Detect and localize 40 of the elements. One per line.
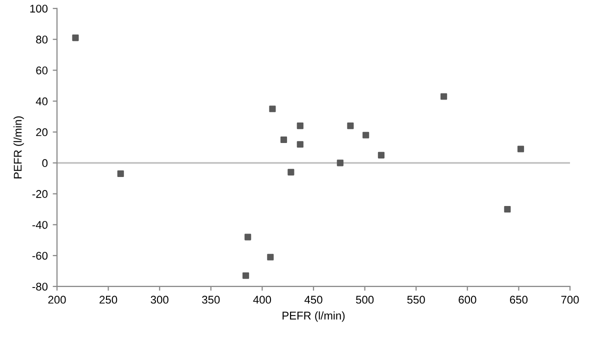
y-tick-label: 100 xyxy=(30,4,48,13)
y-tick-label: -60 xyxy=(32,252,48,260)
point xyxy=(347,122,354,130)
y-tick-label: -80 xyxy=(32,282,48,291)
point xyxy=(242,272,250,279)
x-tick-label: 700 xyxy=(561,296,579,304)
y-tick-label: -20 xyxy=(32,190,48,198)
x-tick-label: 500 xyxy=(356,296,374,304)
x-tick-label: 600 xyxy=(458,296,476,304)
point xyxy=(336,160,344,166)
point xyxy=(296,141,304,148)
y-tick-label: 0 xyxy=(42,159,48,168)
x-tick-label: 450 xyxy=(304,296,322,304)
point xyxy=(504,206,511,213)
point xyxy=(267,254,274,260)
point xyxy=(117,170,124,178)
point xyxy=(72,34,79,42)
point xyxy=(280,136,288,144)
y-axis-title: PEFR (l/min) xyxy=(14,116,24,178)
x-tick-label: 400 xyxy=(253,296,272,304)
x-axis-title: PEFR (l/min) xyxy=(282,311,345,322)
x-tick-label: 300 xyxy=(150,296,168,304)
point xyxy=(269,106,276,112)
x-tick-label: 650 xyxy=(510,296,528,304)
y-tick-label: 40 xyxy=(36,97,48,106)
point xyxy=(378,152,385,158)
x-tick-label: 250 xyxy=(100,296,118,304)
y-tick-label: 60 xyxy=(36,66,48,74)
x-tick-label: 550 xyxy=(407,296,425,304)
point xyxy=(440,93,448,100)
y-tick-label: 80 xyxy=(36,36,48,44)
y-tick-label: 20 xyxy=(36,128,48,136)
point xyxy=(244,234,252,240)
x-tick-label: 350 xyxy=(202,296,220,304)
point xyxy=(296,122,304,130)
point xyxy=(517,146,524,152)
y-tick-label: -40 xyxy=(32,220,48,229)
point xyxy=(288,168,294,176)
x-tick-label: 200 xyxy=(48,296,66,304)
point xyxy=(362,132,370,138)
